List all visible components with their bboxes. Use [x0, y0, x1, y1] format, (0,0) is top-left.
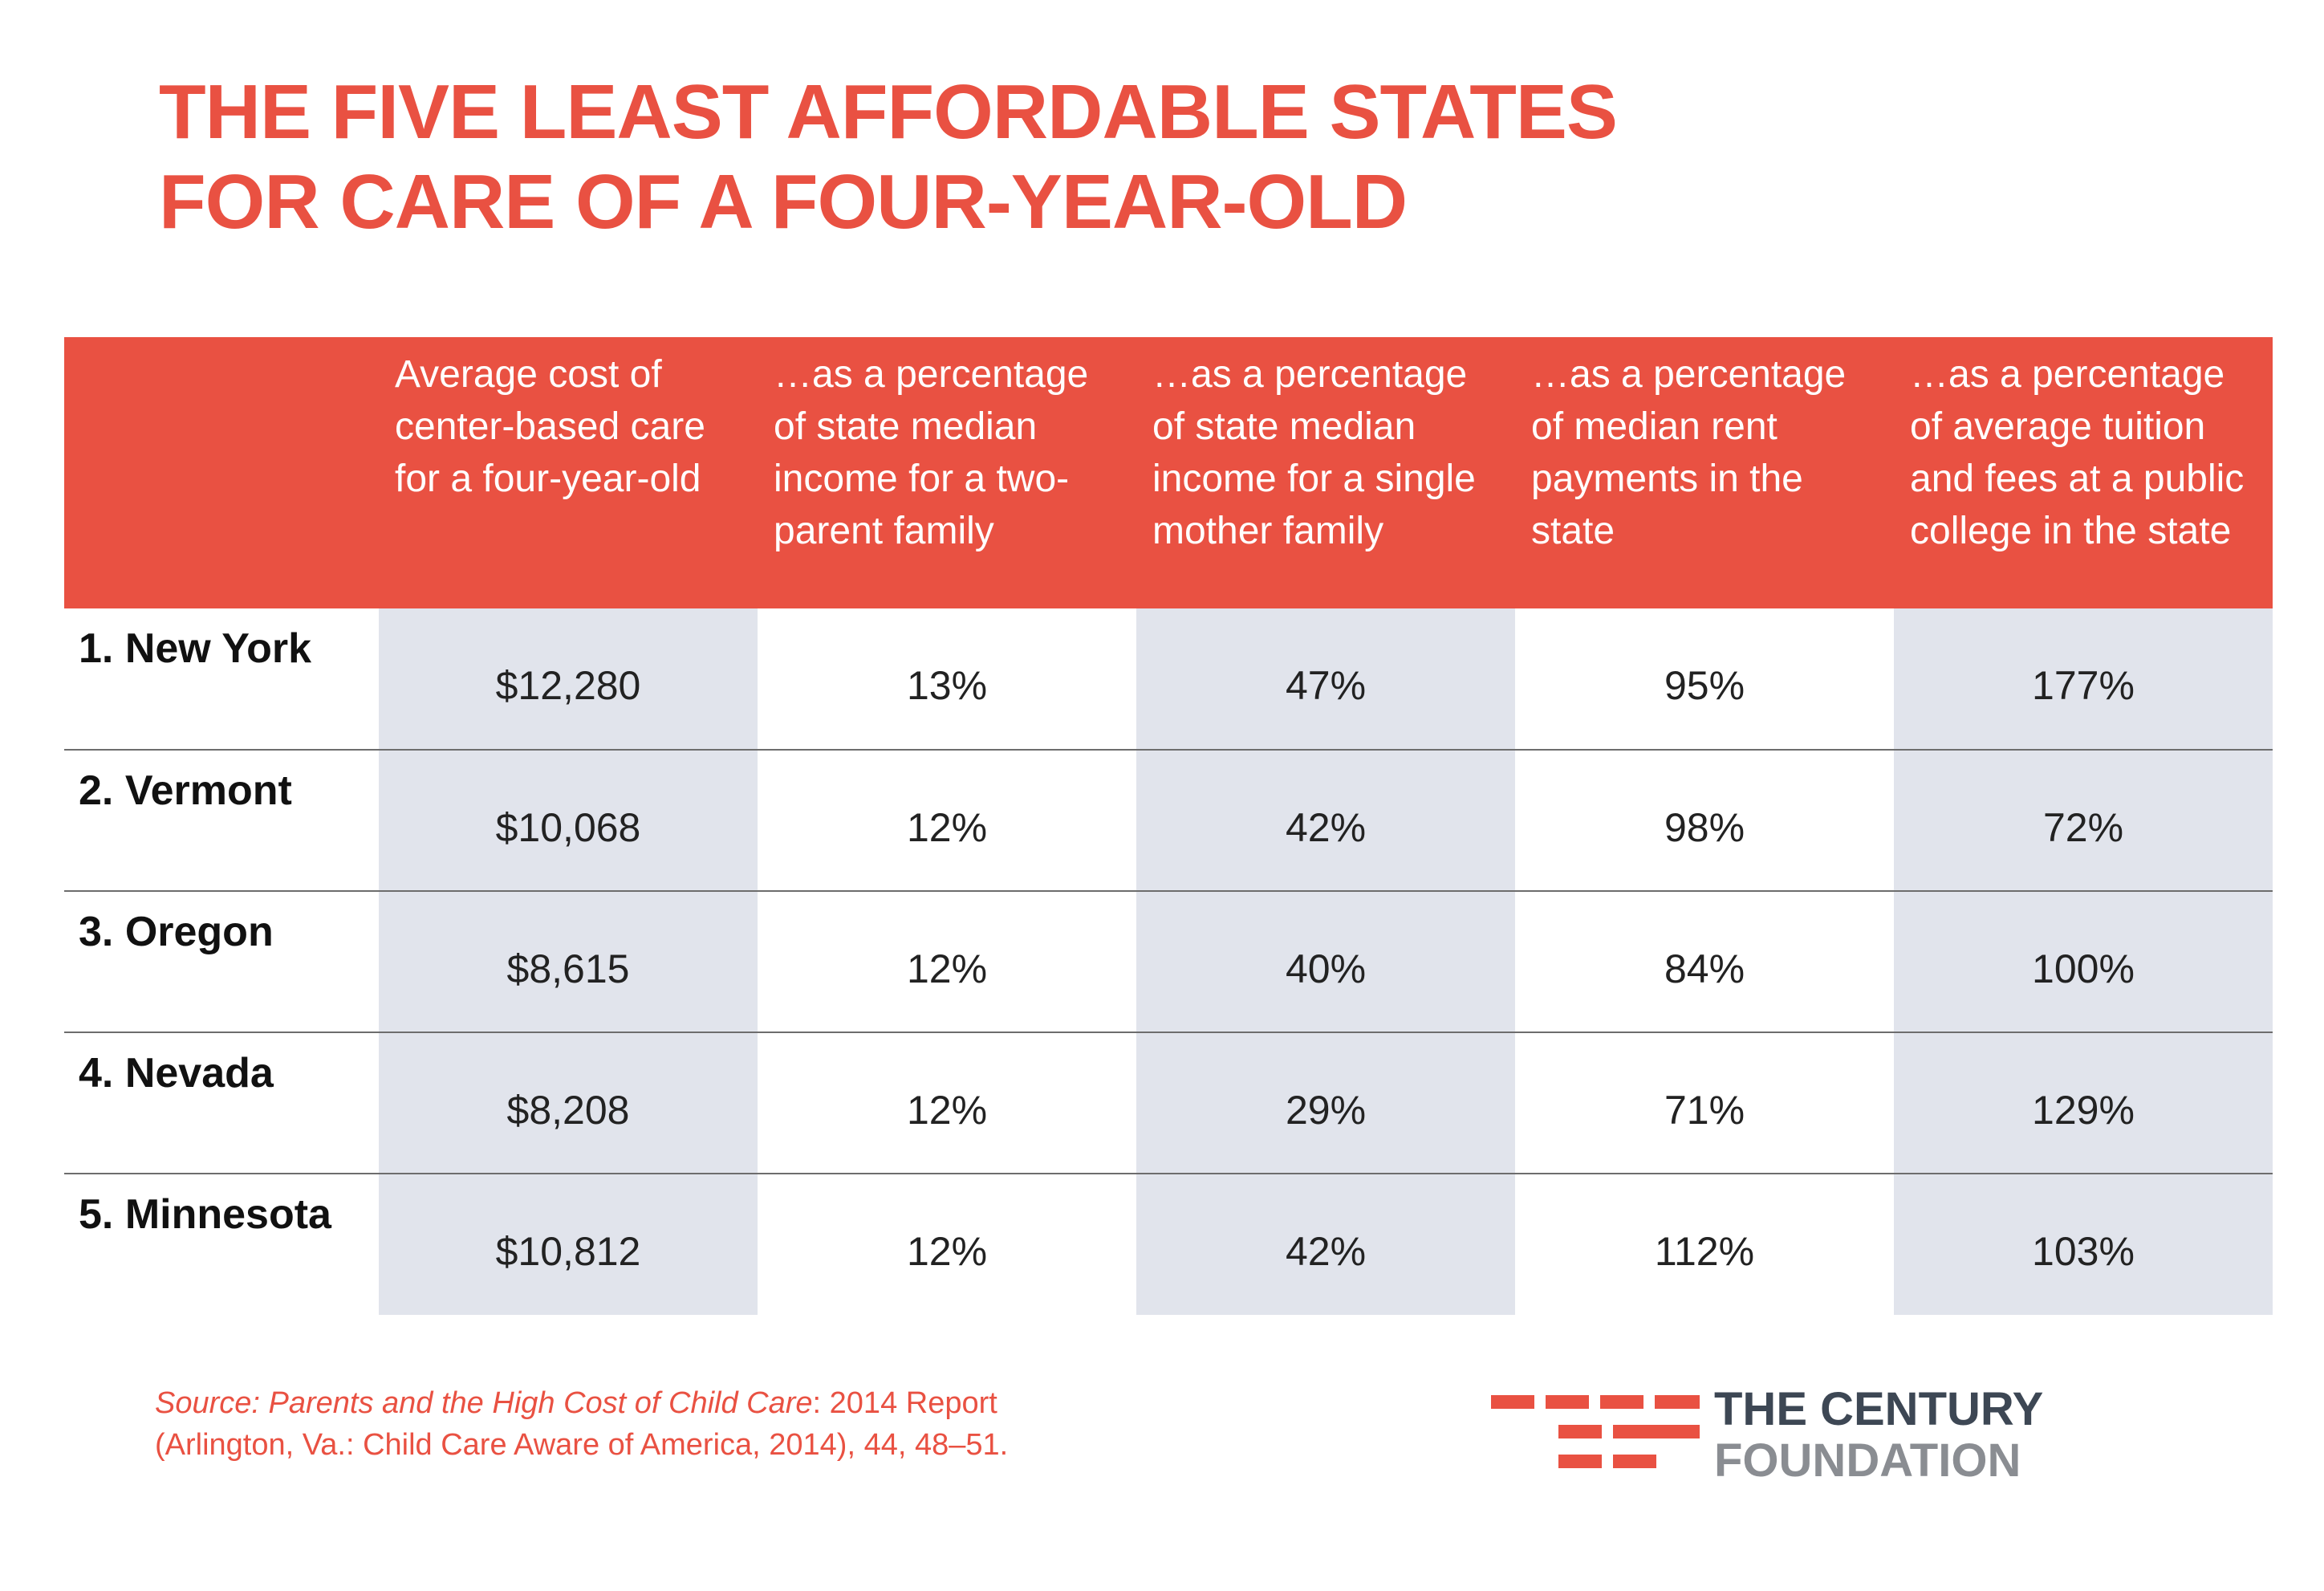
header-row: Average cost of center-based care for a … [64, 337, 2273, 608]
logo-line-1: THE CENTURY [1714, 1383, 2044, 1435]
header-cell-college-tuition: …as a percentage of average tuition and … [1894, 337, 2273, 608]
table-cell: 112% [1654, 1229, 1755, 1274]
row-label: 4. Nevada [64, 1032, 379, 1174]
table-cell: 12% [758, 1032, 1136, 1174]
logo-wordmark: THE CENTURY FOUNDATION [1714, 1384, 2043, 1487]
logo-mark-bar [1613, 1425, 1700, 1438]
century-foundation-logo: THE CENTURY FOUNDATION [1491, 1384, 2069, 1490]
logo-mark-bar [1655, 1395, 1700, 1409]
header-cell-average-cost: Average cost of center-based care for a … [379, 337, 758, 608]
row-label: 2. Vermont [64, 750, 379, 892]
header-cell-state [64, 337, 379, 608]
table-cell: 84% [1515, 891, 1894, 1033]
table-cell: $12,280 [379, 608, 758, 751]
logo-mark-bar [1558, 1425, 1602, 1438]
logo-mark-bar [1546, 1395, 1589, 1409]
table-cell: 47% [1136, 608, 1515, 751]
source-title: Source: Parents and the High Cost of Chi… [155, 1386, 813, 1420]
source-note: Source: Parents and the High Cost of Chi… [155, 1382, 1008, 1466]
table-cell: 12% [758, 891, 1136, 1033]
header-cell-single-mother-income: …as a percentage of state median income … [1136, 337, 1515, 608]
table-cell: $8,208 [379, 1032, 758, 1174]
table-cell: 42% [1136, 1174, 1515, 1315]
table-row: 3. Oregon $8,615 12% 40% 84% 100% [64, 891, 2273, 1033]
data-table-container: Average cost of center-based care for a … [64, 337, 2273, 1315]
table-cell: $10,812 [379, 1174, 758, 1315]
table-cell: 29% [1136, 1032, 1515, 1174]
source-citation: (Arlington, Va.: Child Care Aware of Ame… [155, 1428, 1009, 1462]
logo-mark-bar [1491, 1395, 1534, 1409]
table-cell: 71% [1515, 1032, 1894, 1174]
logo-line-2: FOUNDATION [1714, 1434, 2021, 1487]
table-cell: 98% [1515, 750, 1894, 892]
data-table: Average cost of center-based care for a … [64, 337, 2273, 1315]
logo-mark-bar [1613, 1455, 1656, 1468]
table-cell: 12% [758, 750, 1136, 892]
chart-title: THE FIVE LEAST AFFORDABLE STATES FOR CAR… [159, 67, 1618, 247]
row-label: 1. New York [64, 608, 379, 751]
source-report: : 2014 Report [812, 1386, 997, 1420]
table-cell: 72% [1894, 750, 2273, 892]
header-cell-two-parent-income: …as a percentage of state median income … [758, 337, 1136, 608]
table-row: 4. Nevada $8,208 12% 29% 71% 129% [64, 1032, 2273, 1174]
table-row: 2. Vermont $10,068 12% 42% 98% 72% [64, 750, 2273, 892]
logo-mark-bar [1600, 1395, 1643, 1409]
table-row: 1. New York $12,280 13% 47% 95% 177% [64, 608, 2273, 751]
table-cell: 95% [1515, 608, 1894, 751]
table-cell: 40% [1136, 891, 1515, 1033]
header-cell-median-rent: …as a percentage of median rent payments… [1515, 337, 1894, 608]
table-cell: 42% [1136, 750, 1515, 892]
row-label: 3. Oregon [64, 891, 379, 1033]
table-cell: 13% [758, 608, 1136, 751]
table-cell: 12% [906, 1229, 988, 1274]
table-cell: 103% [1894, 1174, 2273, 1315]
table-cell: 100% [1894, 891, 2273, 1033]
title-line-2: FOR CARE OF A FOUR-YEAR-OLD [159, 159, 1408, 245]
table-cell: $10,068 [379, 750, 758, 892]
table-cell: 177% [1894, 608, 2273, 751]
table-cell: $8,615 [379, 891, 758, 1033]
table-cell: 129% [1894, 1032, 2273, 1174]
table-row: 5. Minnesota $10,812 12% 42% 112% 103% [64, 1174, 2273, 1315]
row-label: 5. Minnesota [79, 1191, 331, 1238]
logo-mark-bar [1558, 1455, 1602, 1468]
title-line-1: THE FIVE LEAST AFFORDABLE STATES [159, 69, 1618, 155]
